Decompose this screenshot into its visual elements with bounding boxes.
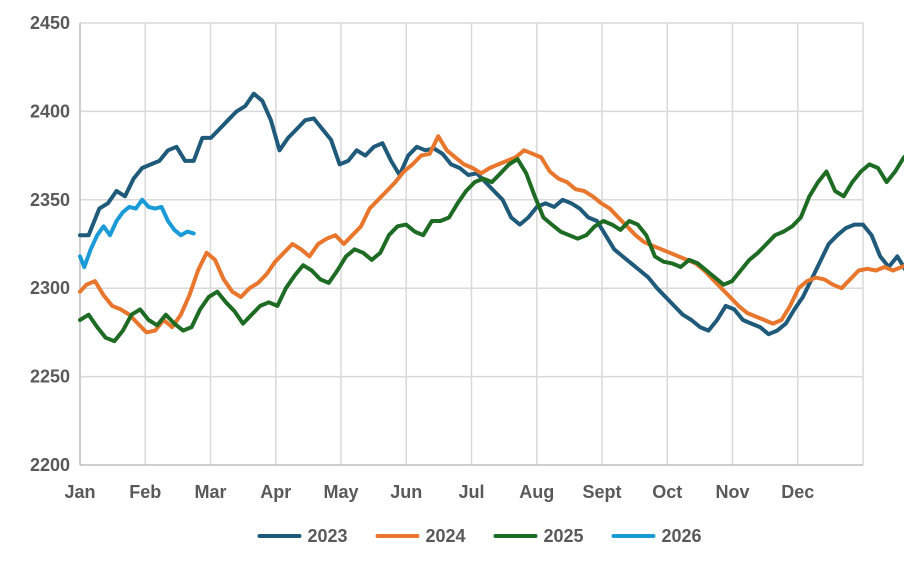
x-tick-label: Dec — [781, 482, 814, 502]
series-lines — [78, 91, 904, 344]
legend-item-2023: 2023 — [257, 526, 348, 546]
x-tick-label: Oct — [652, 482, 682, 502]
x-tick-label: Aug — [519, 482, 554, 502]
y-tick-label: 2400 — [30, 101, 70, 121]
legend-item-2026: 2026 — [611, 526, 702, 546]
legend-label: 2023 — [308, 526, 348, 546]
series-line-2023 — [78, 91, 904, 337]
x-tick-label: Nov — [715, 482, 749, 502]
x-tick-label: Jun — [390, 482, 422, 502]
series-line-2024 — [78, 134, 904, 335]
y-tick-label: 2350 — [30, 190, 70, 210]
legend: 2023 2024 2025 2026 — [257, 526, 702, 546]
x-tick-label: Jul — [458, 482, 484, 502]
y-tick-label: 2250 — [30, 367, 70, 387]
x-tick-label: Sept — [582, 482, 621, 502]
x-tick-label: Mar — [194, 482, 226, 502]
x-tick-label: Feb — [129, 482, 161, 502]
x-tick-label: Jan — [64, 482, 95, 502]
legend-label: 2025 — [544, 526, 584, 546]
legend-label: 2026 — [662, 526, 702, 546]
legend-label: 2024 — [426, 526, 466, 546]
series-line-2026 — [78, 197, 196, 269]
x-tick-label: Apr — [260, 482, 291, 502]
axes: 2200 2250 2300 2350 2400 2450 Jan Feb Mar Apr May J… — [30, 13, 863, 502]
x-tick-label: May — [323, 482, 358, 502]
gridlines — [80, 22, 864, 465]
y-tick-label: 2450 — [30, 13, 70, 33]
y-tick-label: 2300 — [30, 278, 70, 298]
y-tick-label: 2200 — [30, 455, 70, 475]
series-line-2025 — [78, 154, 904, 344]
legend-item-2025: 2025 — [493, 526, 584, 546]
legend-item-2024: 2024 — [375, 526, 466, 546]
